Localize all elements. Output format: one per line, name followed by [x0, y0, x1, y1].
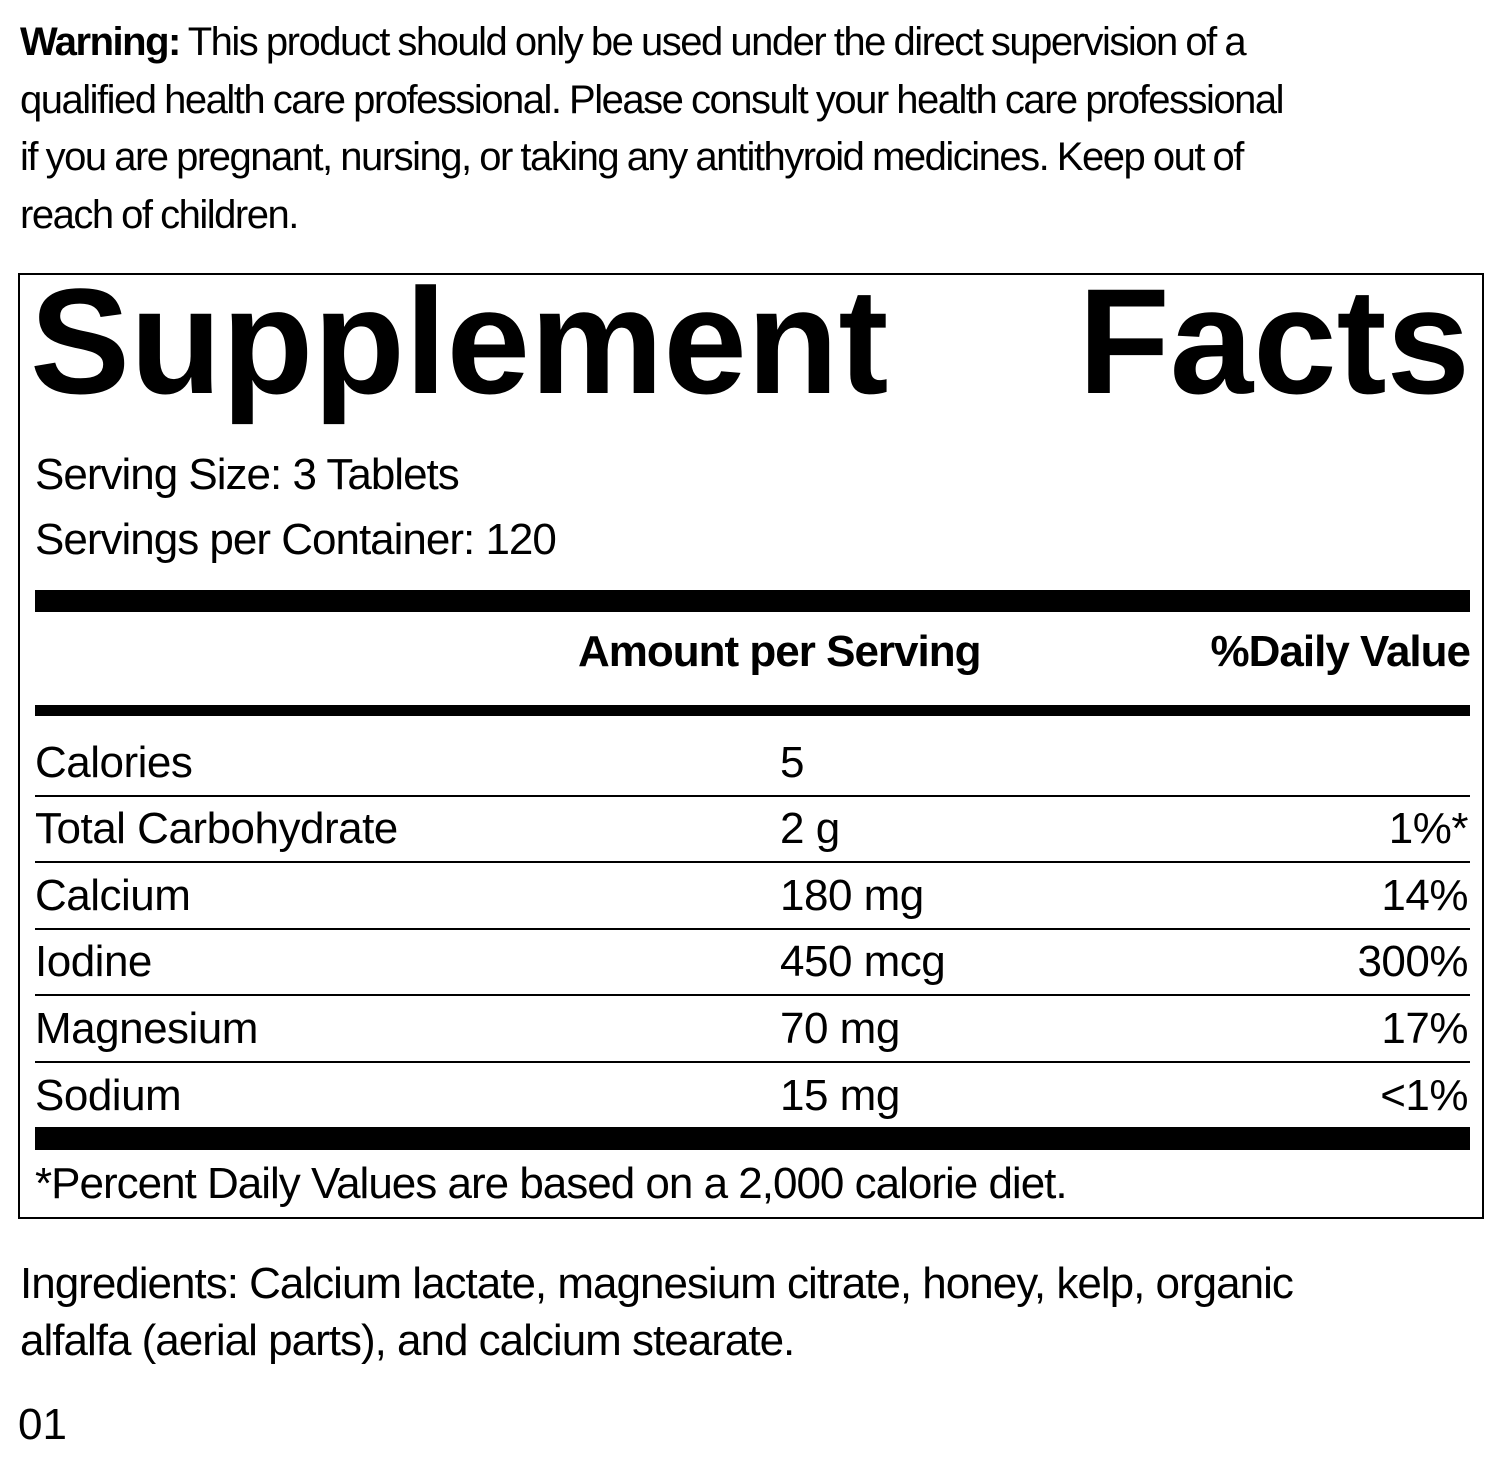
nutrient-name: Total Carbohydrate [35, 804, 398, 853]
nutrient-row: Iodine 450 mcg 300% [35, 928, 1470, 996]
warning-line: qualified health care professional. Plea… [20, 77, 1284, 122]
nutrient-amount: 180 mg [780, 871, 924, 920]
nutrient-amount: 15 mg [780, 1071, 900, 1120]
header-daily-value: %Daily Value [1210, 627, 1471, 676]
nutrient-row: Magnesium 70 mg 17% [35, 995, 1470, 1063]
nutrient-dv: <1% [1380, 1071, 1468, 1120]
header-amount: Amount per Serving [578, 627, 981, 676]
nutrient-amount: 70 mg [780, 1004, 900, 1053]
warning-line: if you are pregnant, nursing, or taking … [20, 135, 1244, 179]
nutrient-name: Iodine [35, 937, 152, 986]
thick-divider [35, 590, 1470, 612]
nutrient-amount: 450 mcg [780, 937, 946, 986]
nutrient-name: Calcium [35, 871, 191, 920]
medium-divider [35, 705, 1470, 716]
nutrient-name: Sodium [35, 1071, 182, 1120]
warning-text: Warning: This product should only be use… [20, 14, 1485, 244]
warning-label: Warning: [20, 20, 181, 64]
nutrient-row: Sodium 15 mg <1% [35, 1062, 1470, 1128]
nutrient-dv: 300% [1357, 937, 1468, 986]
footnote: *Percent Daily Values are based on a 2,0… [35, 1159, 1068, 1208]
serving-size: Serving Size: 3 Tablets [35, 450, 460, 499]
nutrient-row: Calcium 180 mg 14% [35, 862, 1470, 930]
thick-divider [35, 1127, 1470, 1150]
nutrient-dv: 17% [1381, 1004, 1468, 1053]
nutrient-amount: 2 g [780, 804, 840, 853]
nutrient-row: Total Carbohydrate 2 g 1%* [35, 795, 1470, 863]
supplement-facts-panel [18, 273, 1484, 1219]
lot-code: 01 [18, 1400, 67, 1449]
servings-per-container: Servings per Container: 120 [35, 515, 557, 564]
ingredients: Ingredients: Calcium lactate, magnesium … [20, 1255, 1294, 1369]
nutrient-amount: 5 [780, 738, 804, 787]
nutrient-row: Calories 5 [35, 729, 1470, 797]
nutrient-name: Calories [35, 738, 193, 787]
nutrient-dv: 14% [1381, 871, 1468, 920]
warning-line: This product should only be used under t… [179, 20, 1247, 64]
ingredients-line: alfalfa (aerial parts), and calcium stea… [20, 1316, 795, 1365]
facts-title-left: Supplement [30, 257, 889, 425]
nutrient-name: Magnesium [35, 1004, 258, 1053]
nutrient-dv: 1%* [1388, 804, 1469, 853]
ingredients-line: Ingredients: Calcium lactate, magnesium … [20, 1259, 1294, 1308]
facts-title-right: Facts [1078, 257, 1470, 425]
warning-line: reach of children. [20, 192, 299, 237]
